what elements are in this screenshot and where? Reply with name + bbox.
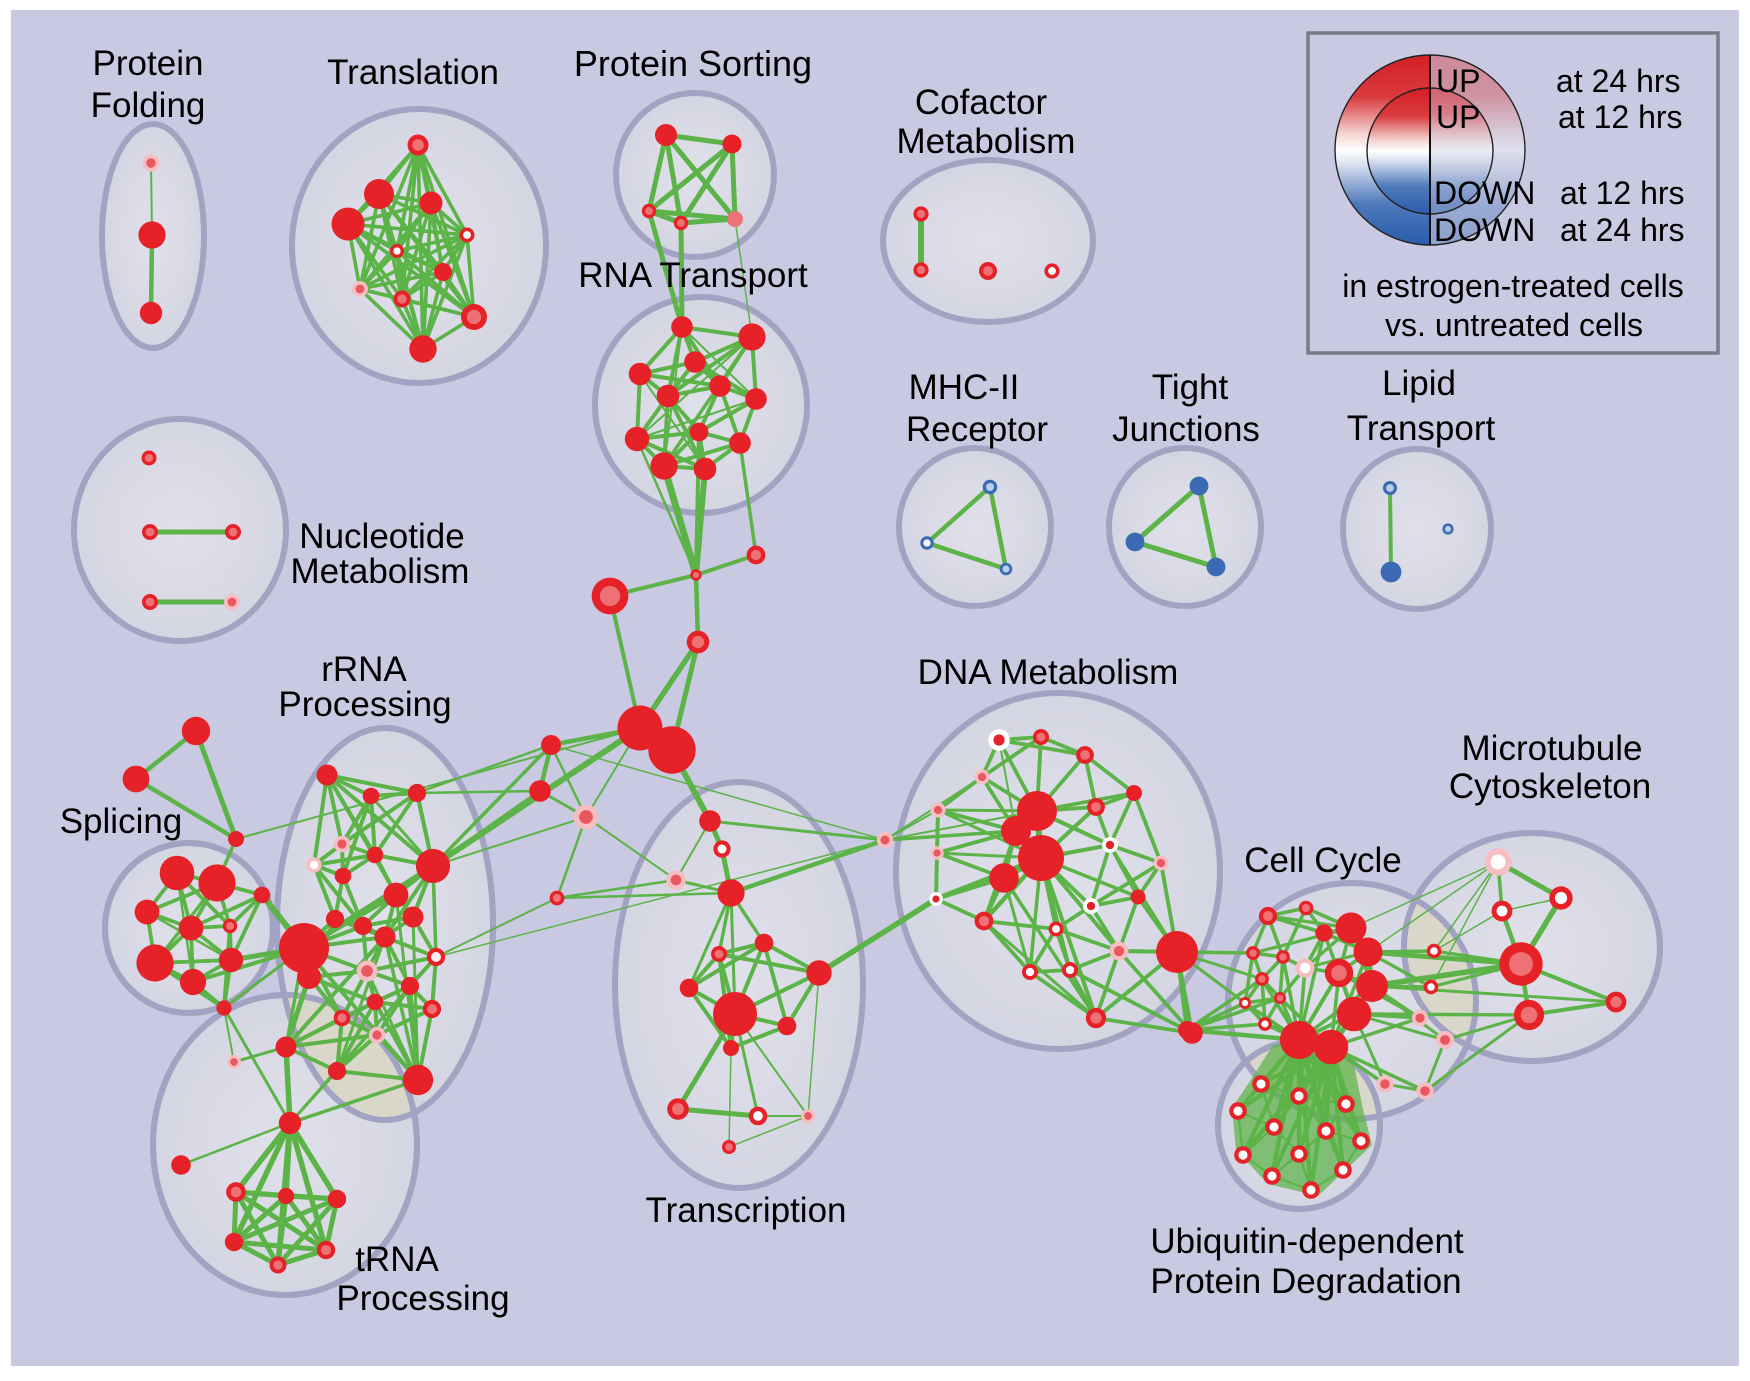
svg-text:at 24 hrs: at 24 hrs — [1560, 212, 1685, 248]
svg-text:Transcription: Transcription — [646, 1191, 847, 1230]
svg-text:UP: UP — [1436, 99, 1480, 135]
svg-text:vs. untreated cells: vs. untreated cells — [1385, 307, 1643, 343]
svg-text:RNA Transport: RNA Transport — [578, 256, 808, 295]
svg-text:Cell Cycle: Cell Cycle — [1244, 841, 1402, 880]
svg-text:Translation: Translation — [327, 53, 499, 92]
svg-text:Receptor: Receptor — [906, 410, 1048, 449]
svg-text:MHC-II: MHC-II — [909, 368, 1020, 407]
svg-text:Lipid: Lipid — [1382, 364, 1456, 403]
svg-text:Metabolism: Metabolism — [897, 122, 1076, 161]
svg-text:Cytoskeleton: Cytoskeleton — [1449, 767, 1651, 806]
svg-text:Junctions: Junctions — [1112, 410, 1260, 449]
svg-text:Transport: Transport — [1347, 409, 1496, 448]
svg-text:Processing: Processing — [336, 1279, 509, 1318]
svg-text:Protein Sorting: Protein Sorting — [574, 43, 812, 84]
svg-text:Nucleotide: Nucleotide — [299, 517, 464, 556]
svg-text:DOWN: DOWN — [1434, 175, 1535, 211]
svg-text:DOWN: DOWN — [1434, 212, 1535, 248]
svg-text:Tight: Tight — [1152, 368, 1229, 407]
svg-text:rRNA: rRNA — [321, 650, 407, 689]
svg-text:Ubiquitin-dependent: Ubiquitin-dependent — [1150, 1222, 1464, 1261]
svg-text:UP: UP — [1436, 63, 1480, 99]
svg-text:in estrogen-treated cells: in estrogen-treated cells — [1342, 268, 1684, 304]
svg-text:Protein: Protein — [93, 44, 204, 83]
svg-text:Folding: Folding — [91, 86, 206, 125]
svg-text:DNA Metabolism: DNA Metabolism — [918, 653, 1179, 692]
svg-text:Protein Degradation: Protein Degradation — [1150, 1262, 1461, 1301]
svg-text:Microtubule: Microtubule — [1462, 729, 1643, 768]
svg-text:at 12 hrs: at 12 hrs — [1558, 99, 1683, 135]
svg-text:Cofactor: Cofactor — [915, 83, 1048, 122]
svg-text:Processing: Processing — [278, 685, 451, 724]
svg-text:tRNA: tRNA — [355, 1240, 439, 1279]
svg-text:at 24 hrs: at 24 hrs — [1556, 63, 1681, 99]
svg-text:Metabolism: Metabolism — [291, 552, 470, 591]
svg-text:at 12 hrs: at 12 hrs — [1560, 175, 1685, 211]
svg-text:Splicing: Splicing — [60, 802, 183, 841]
